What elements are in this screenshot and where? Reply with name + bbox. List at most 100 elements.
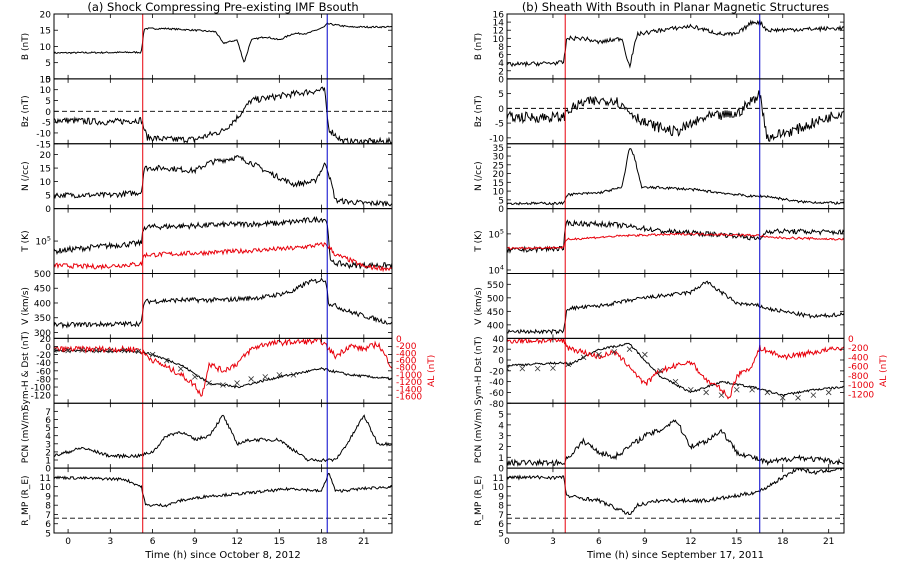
x-tick-label: 6: [150, 537, 156, 547]
x-tick-label: 9: [192, 537, 198, 547]
y-tick-label: 4: [45, 432, 51, 442]
dst-marker: [206, 380, 212, 386]
dst-marker: [596, 351, 602, 358]
y-tick-label: 300: [34, 329, 51, 339]
y-tick-label: 3: [498, 432, 504, 442]
y-tick-label: 25: [493, 161, 504, 171]
y-tick-label: 20: [493, 170, 505, 180]
dst-marker: [764, 389, 771, 396]
dst-marker: [507, 365, 510, 372]
y-axis-label: B (nT): [21, 33, 31, 60]
dst-marker: [93, 347, 100, 354]
dst-marker: [262, 374, 269, 380]
y-tick-label: -80: [36, 375, 51, 385]
y-tick-label: -120: [31, 392, 52, 402]
right-tick-label: -200: [848, 344, 869, 354]
right-tick-label: -400: [396, 349, 417, 359]
x-axis-label: Time (h) since October 8, 2012: [144, 550, 301, 561]
dst-marker: [135, 348, 142, 355]
panel-frame: [53, 273, 393, 339]
panel-frame: [506, 13, 845, 80]
right-tick-label: -800: [848, 372, 869, 382]
y-tick-label: 10: [40, 43, 52, 53]
y-tick-label: 8: [498, 502, 504, 512]
y-tick-label: 5: [45, 59, 51, 69]
right-tick-label: -1200: [848, 390, 874, 400]
y-axis-label: Sym-H Dst (nT): [474, 336, 484, 405]
right-tick-label: -1000: [396, 371, 422, 381]
y-tick-label: 4: [498, 59, 504, 69]
y-tick-label: 10: [493, 483, 505, 493]
x-tick-label: 21: [358, 537, 369, 547]
y-tick-label: -20: [36, 351, 51, 361]
y-axis-label: Bz (nT): [21, 95, 31, 127]
series-group: [507, 419, 844, 467]
panel-frame: [53, 143, 393, 210]
y-tick-label: 40: [493, 335, 505, 345]
right-axis-label: AL (nT): [427, 355, 437, 387]
y-tick-label: 16: [493, 11, 505, 21]
y-tick-label: 450: [34, 285, 51, 295]
series-group: [507, 90, 844, 142]
y-tick-label: 0: [45, 343, 51, 353]
y-tick-label: 6: [498, 51, 504, 61]
y-tick-label: 2: [498, 67, 504, 77]
y-tick-label: 10: [40, 178, 52, 188]
y-axis-label: Sym-H & Dst (nT): [21, 331, 31, 410]
x-tick-label: 9: [642, 537, 648, 547]
y-tick-label: 6: [45, 416, 51, 426]
y-tick-label: 6: [498, 520, 504, 530]
y-tick-label: -10: [489, 134, 504, 144]
dst-marker: [65, 347, 71, 354]
y-tick-label: 0: [45, 108, 51, 118]
right-tick-label: -200: [396, 342, 417, 352]
series-T: [507, 219, 844, 254]
y-tick-label: 5: [45, 97, 51, 107]
series-group: [54, 86, 392, 144]
series-PCN: [54, 414, 392, 463]
y-tick-label: 0: [498, 465, 504, 475]
dst-marker: [192, 374, 198, 380]
y-tick-label: -5: [495, 120, 504, 130]
y-tick-label: -5: [42, 119, 51, 129]
y-tick-label: 105: [35, 235, 51, 248]
y-tick-label: 5: [45, 424, 51, 434]
dst-marker: [248, 376, 254, 382]
dst-marker: [795, 395, 801, 401]
x-tick-label: 15: [731, 537, 742, 547]
dst-marker: [121, 347, 128, 354]
y-axis-label: T (K): [21, 230, 31, 252]
y-tick-label: 20: [493, 346, 505, 356]
y-tick-label: 104: [488, 263, 504, 276]
panel-frame: [506, 467, 845, 534]
y-tick-label: 0: [498, 75, 504, 85]
dst-marker: [276, 372, 283, 378]
y-tick-label: 10: [40, 86, 52, 96]
x-tick-label: 0: [65, 537, 71, 547]
series-B: [54, 22, 392, 63]
series-group: [54, 414, 392, 463]
dst-marker: [718, 392, 725, 398]
dst-marker: [54, 347, 57, 353]
panel-B: 0 5 10 15 20 B (nT): [21, 11, 393, 85]
series-group: [507, 148, 844, 206]
dst-marker: [688, 386, 694, 393]
y-axis-label: N (/cc): [21, 161, 31, 191]
y-tick-label: 8: [498, 43, 504, 53]
series-group: [54, 338, 392, 397]
y-tick-label: -15: [36, 140, 51, 150]
series-RMP: [507, 468, 844, 515]
right-tick-label: 0: [396, 335, 402, 345]
y-tick-label: 1: [45, 457, 51, 467]
x-tick-label: 18: [777, 537, 789, 547]
series-group: [54, 22, 392, 63]
right-tick-label: 0: [848, 335, 854, 345]
series-PCN: [507, 419, 844, 467]
